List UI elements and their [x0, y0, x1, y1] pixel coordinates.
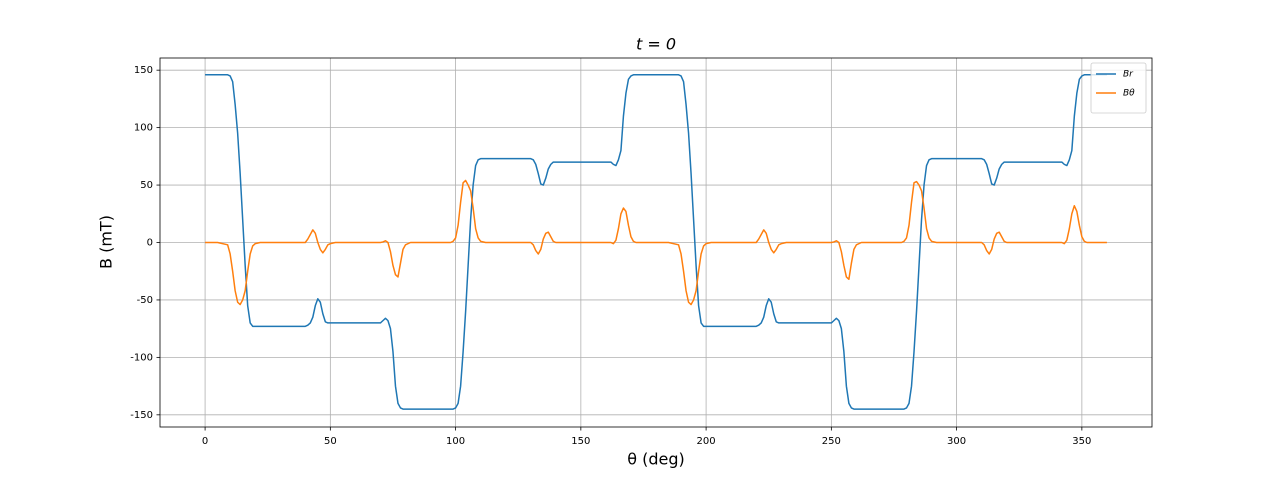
x-tick-label: 200 [697, 436, 716, 447]
y-tick-label: 100 [134, 123, 153, 134]
legend-label: Br [1123, 70, 1134, 80]
x-tick-label: 100 [446, 436, 465, 447]
y-tick-label: -100 [130, 352, 153, 363]
data-line [205, 74, 1107, 410]
y-axis-label: B (mT) [97, 215, 116, 269]
y-tick-label: -50 [137, 295, 153, 306]
x-tick-label: 0 [202, 436, 208, 447]
x-tick-label: 250 [822, 436, 841, 447]
y-tick-label: 50 [140, 180, 153, 191]
y-tick-label: 150 [134, 65, 153, 76]
legend-label: Bθ [1123, 89, 1135, 99]
y-tick-label: -150 [130, 410, 153, 421]
x-tick-label: 50 [324, 436, 337, 447]
x-tick-label: 300 [947, 436, 966, 447]
x-axis-label: θ (deg) [627, 450, 685, 469]
axes-frame [159, 57, 1153, 428]
chart-title: t = 0 [636, 35, 676, 54]
y-tick-label: 0 [147, 238, 153, 249]
legend-box [1090, 62, 1147, 114]
data-line [205, 179, 1107, 306]
x-tick-label: 350 [1072, 436, 1091, 447]
x-tick-label: 150 [571, 436, 590, 447]
